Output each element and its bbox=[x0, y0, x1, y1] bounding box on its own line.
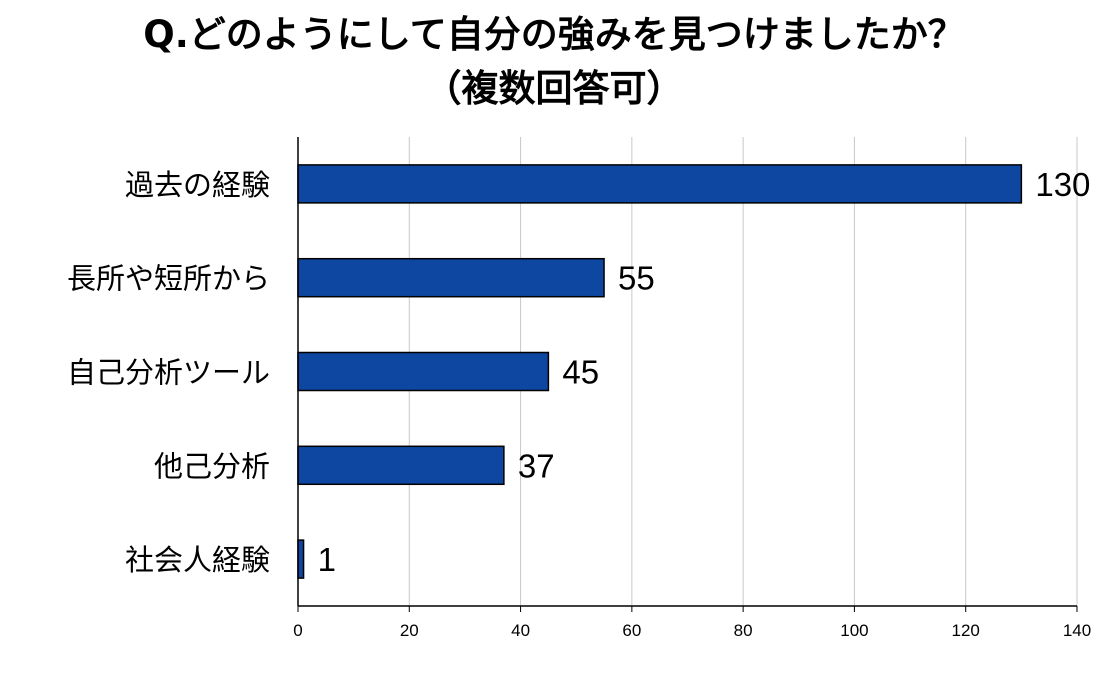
bar bbox=[297, 164, 1023, 204]
data-label: 37 bbox=[518, 447, 555, 484]
gridlines bbox=[408, 137, 1078, 606]
bar bbox=[297, 351, 550, 392]
category-label: 他己分析 bbox=[154, 449, 270, 483]
category-label: 長所や短所から bbox=[67, 262, 270, 296]
category-label: 過去の経験 bbox=[125, 168, 270, 202]
data-label: 130 bbox=[1035, 166, 1090, 203]
bars bbox=[297, 164, 1023, 579]
chart-title: Q.どのようにして自分の強みを見つけましたか？ bbox=[143, 13, 964, 56]
x-tick-label: 120 bbox=[952, 621, 980, 640]
x-tick-label: 100 bbox=[840, 621, 868, 640]
x-tick-label: 140 bbox=[1063, 621, 1091, 640]
bar bbox=[297, 539, 305, 579]
x-tick-label: 80 bbox=[734, 621, 753, 640]
x-tick-label: 60 bbox=[622, 621, 641, 640]
chart-subtitle: （複数回答可） bbox=[425, 67, 684, 110]
bar bbox=[297, 257, 605, 298]
category-label: 社会人経験 bbox=[125, 543, 270, 577]
data-label: 55 bbox=[618, 260, 655, 297]
x-tick-label: 40 bbox=[511, 621, 530, 640]
labels: 0 20 40 60 80 100 120 140 過去の経験 130 長所や短所から 55 自己分析ツ… bbox=[67, 166, 1091, 640]
x-tick-label: 0 bbox=[293, 621, 302, 640]
category-label: 自己分析ツール bbox=[67, 356, 270, 390]
bar bbox=[297, 445, 505, 486]
x-tick-label: 20 bbox=[400, 621, 419, 640]
data-label: 45 bbox=[562, 354, 599, 391]
axes bbox=[297, 137, 1078, 612]
data-label: 1 bbox=[318, 541, 336, 578]
